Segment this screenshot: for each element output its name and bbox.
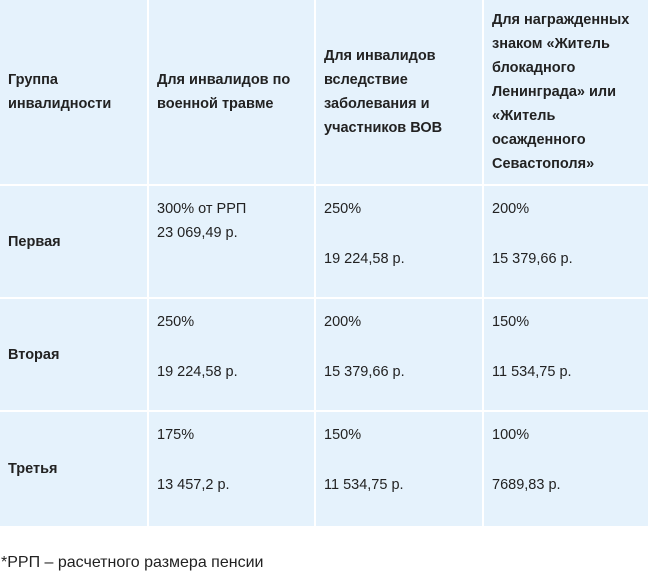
cell-percent: 175%: [157, 427, 195, 443]
header-illness-wwii: Для инвалидов вследствие заболевания и у…: [316, 0, 484, 186]
row-group-first: Первая: [0, 186, 149, 299]
cell-military-second: 250% 19 224,58 р.: [149, 299, 316, 412]
pension-table: Группа инвалидности Для инвалидов по вое…: [0, 0, 648, 526]
header-military-trauma: Для инвалидов по военной травме: [149, 0, 316, 186]
cell-amount: 19 224,58 р.: [157, 364, 238, 380]
cell-percent: 300% от РРП: [157, 201, 247, 217]
header-awarded-badge-label: Для награжденных знаком «Житель блокадно…: [492, 12, 630, 172]
cell-percent: 200%: [492, 201, 530, 217]
cell-awarded-third: 100% 7689,83 р.: [484, 412, 648, 526]
cell-amount: 7689,83 р.: [492, 477, 561, 493]
cell-amount: 23 069,49 р.: [157, 225, 238, 241]
row-group-label: Вторая: [8, 346, 60, 363]
cell-percent: 150%: [324, 427, 362, 443]
header-military-trauma-label: Для инвалидов по военной травме: [157, 72, 291, 112]
cell-amount: 11 534,75 р.: [492, 364, 572, 380]
cell-percent: 150%: [492, 314, 530, 330]
cell-percent: 250%: [157, 314, 195, 330]
footnote: *РРП – расчетного размера пенсии: [1, 554, 264, 571]
header-awarded-badge: Для награжденных знаком «Житель блокадно…: [484, 0, 648, 186]
cell-illness-first: 250% 19 224,58 р.: [316, 186, 484, 299]
header-disability-group-label: Группа инвалидности: [8, 72, 112, 112]
cell-military-third: 175% 13 457,2 р.: [149, 412, 316, 526]
cell-awarded-first: 200% 15 379,66 р.: [484, 186, 648, 299]
header-disability-group: Группа инвалидности: [0, 0, 149, 186]
cell-amount: 15 379,66 р.: [492, 251, 573, 267]
row-group-label: Третья: [8, 461, 58, 477]
cell-percent: 250%: [324, 201, 362, 217]
row-group-second: Вторая: [0, 299, 149, 412]
cell-percent: 100%: [492, 427, 530, 443]
cell-amount: 13 457,2 р.: [157, 477, 230, 493]
cell-percent: 200%: [324, 314, 362, 330]
cell-awarded-second: 150% 11 534,75 р.: [484, 299, 648, 412]
row-group-third: Третья: [0, 412, 149, 526]
cell-illness-second: 200% 15 379,66 р.: [316, 299, 484, 412]
row-group-label: Первая: [8, 233, 61, 250]
cell-amount: 15 379,66 р.: [324, 364, 405, 380]
header-illness-wwii-label: Для инвалидов вследствие заболевания и у…: [324, 48, 443, 136]
cell-amount: 11 534,75 р.: [324, 477, 404, 493]
cell-amount: 19 224,58 р.: [324, 251, 405, 267]
cell-illness-third: 150% 11 534,75 р.: [316, 412, 484, 526]
cell-military-first: 300% от РРП 23 069,49 р.: [149, 186, 316, 299]
